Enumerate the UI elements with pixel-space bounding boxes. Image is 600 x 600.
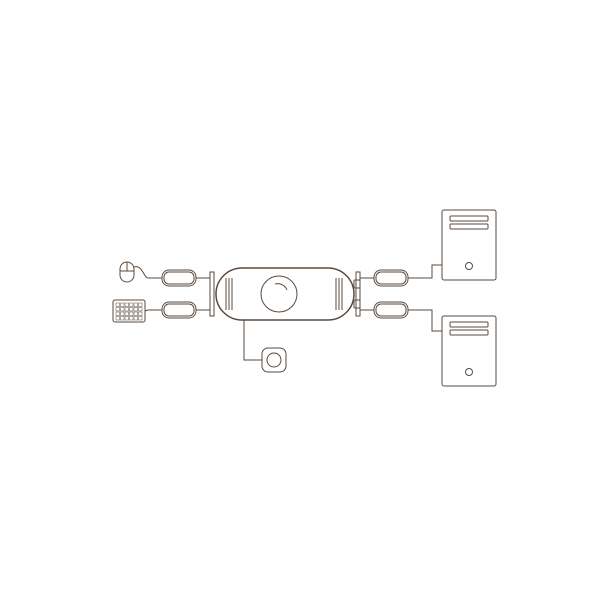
svg-text:selector: selector bbox=[255, 391, 294, 403]
svg-text:USB: USB bbox=[382, 273, 401, 283]
svg-text:remote port: remote port bbox=[246, 379, 302, 391]
svg-text:USB: USB bbox=[382, 305, 401, 315]
kvm-connection-diagram: USB USB USB USB remote portselector Computer … bbox=[0, 0, 600, 600]
svg-text:Computer A: Computer A bbox=[502, 215, 561, 227]
diagram-svg: USB USB USB USB remote portselector Computer … bbox=[0, 0, 600, 600]
svg-text:USB: USB bbox=[170, 305, 189, 315]
svg-text:USB: USB bbox=[170, 273, 189, 283]
svg-text:Computer B: Computer B bbox=[502, 321, 561, 333]
